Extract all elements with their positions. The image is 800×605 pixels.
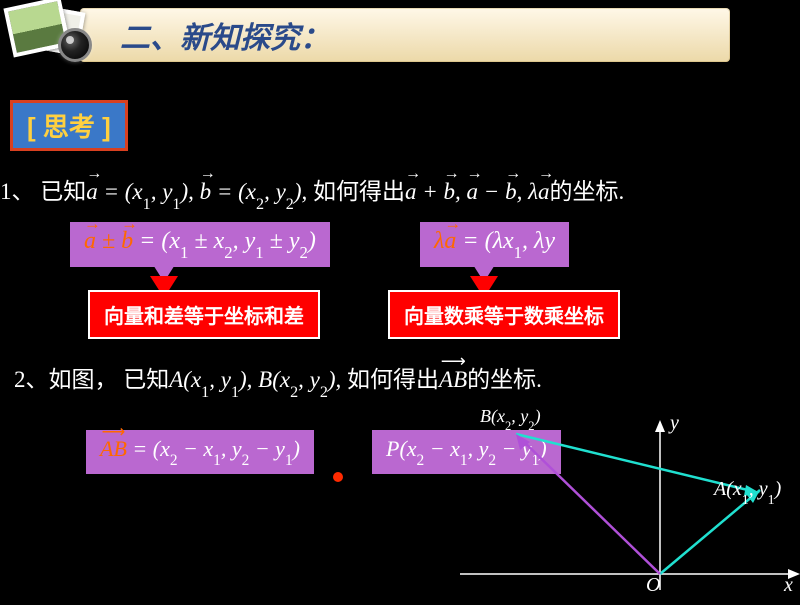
photo-stack-icon [2,0,92,80]
vec-ab: AB [439,367,467,392]
label-O: O [646,574,660,597]
vec-a: a [86,179,98,204]
label-A: A(x1, y1) [714,478,781,505]
formula-ab: AB = (x2 − x1, y2 − y1) [86,430,314,474]
think-label: [ 思考 ] [10,100,128,151]
red-dot [333,472,343,482]
callout-sum-diff: 向量和差等于坐标和差 [88,290,320,339]
coordinate-diagram: B(x2, y2) A(x1, y1) y x O [400,420,800,600]
title-text: 二、新知探究： [120,13,330,57]
label-B: B(x2, y2) [480,406,541,431]
q2-num: 2、 [14,367,49,392]
camera-lens-icon [58,28,92,62]
callout-scalar: 向量数乘等于数乘坐标 [388,290,620,339]
q1-pre: 已知 [40,179,86,204]
question-1: 1、 已知a = (x1, y1), b = (x2, y2), 如何得出a +… [0,172,624,210]
diagram-svg [400,420,800,600]
title-bar: 二、新知探究： [80,8,730,62]
label-x: x [784,574,793,597]
formula-sum-diff: a ± b = (x1 ± x2, y1 ± y2) [70,222,330,267]
vec-b: b [200,179,212,204]
q1-num: 1、 [0,179,35,204]
label-y: y [670,412,679,435]
question-2: 2、如图， 已知A(x1, y1), B(x2, y2), 如何得出AB的坐标. [14,360,542,398]
